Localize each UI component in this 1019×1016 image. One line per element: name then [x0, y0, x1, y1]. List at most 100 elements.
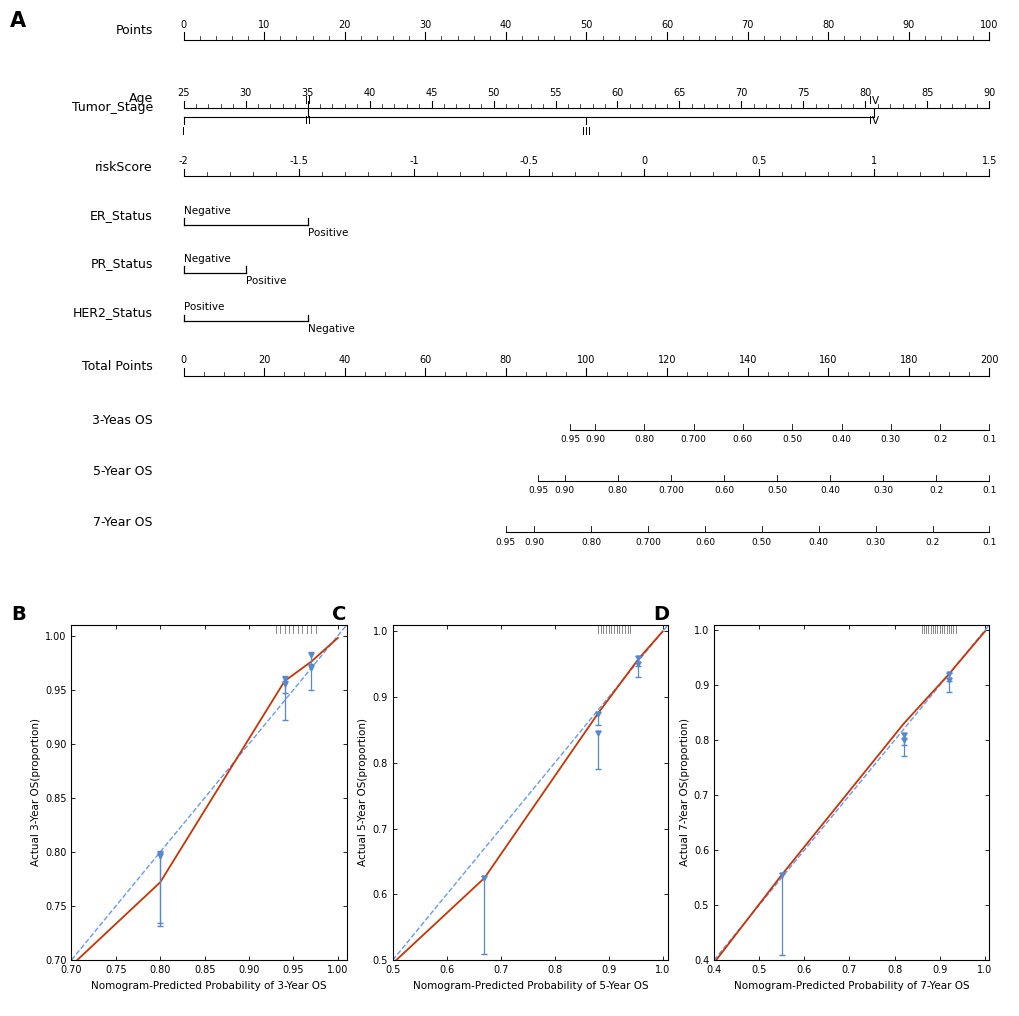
- Text: 0.1: 0.1: [981, 537, 996, 547]
- X-axis label: Nomogram-Predicted Probability of 7-Year OS: Nomogram-Predicted Probability of 7-Year…: [733, 980, 969, 991]
- Text: Positive: Positive: [246, 276, 285, 285]
- Y-axis label: Actual 5-Year OS(proportion): Actual 5-Year OS(proportion): [358, 718, 368, 867]
- Text: 0.50: 0.50: [766, 487, 787, 496]
- Text: 0.1: 0.1: [981, 435, 996, 444]
- Text: Negative: Negative: [308, 324, 354, 334]
- Text: 5-Year OS: 5-Year OS: [94, 465, 153, 478]
- Text: 20: 20: [258, 356, 270, 366]
- Text: 40: 40: [338, 356, 351, 366]
- Text: 0.90: 0.90: [584, 435, 604, 444]
- Text: ER_Status: ER_Status: [90, 209, 153, 221]
- Text: riskScore: riskScore: [96, 161, 153, 174]
- Text: 0: 0: [640, 156, 646, 167]
- Text: II: II: [305, 116, 311, 126]
- Text: 70: 70: [735, 87, 747, 98]
- Text: B: B: [11, 605, 25, 624]
- Text: 0.90: 0.90: [524, 537, 544, 547]
- Text: 50: 50: [580, 19, 592, 29]
- Text: 140: 140: [738, 356, 756, 366]
- Text: 0.60: 0.60: [732, 435, 752, 444]
- X-axis label: Nomogram-Predicted Probability of 5-Year OS: Nomogram-Predicted Probability of 5-Year…: [412, 980, 648, 991]
- Text: 80: 80: [499, 356, 512, 366]
- Text: 60: 60: [610, 87, 623, 98]
- Text: 10: 10: [258, 19, 270, 29]
- Text: 200: 200: [979, 356, 998, 366]
- Text: C: C: [332, 605, 346, 624]
- Text: Age: Age: [128, 92, 153, 106]
- Text: -1: -1: [409, 156, 418, 167]
- Text: 0.80: 0.80: [607, 487, 628, 496]
- Text: 0.1: 0.1: [981, 487, 996, 496]
- Text: 45: 45: [425, 87, 437, 98]
- Text: 35: 35: [301, 87, 314, 98]
- Text: I: I: [182, 127, 184, 137]
- Text: 80: 80: [821, 19, 834, 29]
- Text: 0.50: 0.50: [751, 537, 771, 547]
- Text: 0.95: 0.95: [528, 487, 547, 496]
- Text: 0.2: 0.2: [924, 537, 938, 547]
- Text: 100: 100: [577, 356, 595, 366]
- Text: 30: 30: [239, 87, 252, 98]
- Text: 60: 60: [660, 19, 673, 29]
- Text: 120: 120: [657, 356, 676, 366]
- Text: Positive: Positive: [183, 303, 224, 312]
- Text: 85: 85: [920, 87, 932, 98]
- Y-axis label: Actual 3-Year OS(proportion): Actual 3-Year OS(proportion): [31, 718, 41, 867]
- Text: Negative: Negative: [183, 205, 230, 215]
- Text: 0: 0: [180, 19, 186, 29]
- Text: IV: IV: [868, 116, 878, 126]
- Text: -0.5: -0.5: [519, 156, 538, 167]
- X-axis label: Nomogram-Predicted Probability of 3-Year OS: Nomogram-Predicted Probability of 3-Year…: [91, 980, 327, 991]
- Text: Tumor_Stage: Tumor_Stage: [71, 101, 153, 114]
- Text: 80: 80: [858, 87, 870, 98]
- Text: 0.2: 0.2: [932, 435, 947, 444]
- Text: 60: 60: [419, 356, 431, 366]
- Text: 180: 180: [899, 356, 917, 366]
- Text: Total Points: Total Points: [83, 360, 153, 373]
- Text: III: III: [582, 127, 590, 137]
- Text: 25: 25: [177, 87, 190, 98]
- Text: 50: 50: [487, 87, 499, 98]
- Text: 40: 40: [499, 19, 512, 29]
- Text: 65: 65: [673, 87, 685, 98]
- Text: -1.5: -1.5: [289, 156, 308, 167]
- Text: 55: 55: [548, 87, 561, 98]
- Text: 0.60: 0.60: [713, 487, 734, 496]
- Text: 0.700: 0.700: [680, 435, 706, 444]
- Text: 1.5: 1.5: [980, 156, 997, 167]
- Text: 0.40: 0.40: [830, 435, 851, 444]
- Text: Negative: Negative: [183, 254, 230, 264]
- Text: 0.700: 0.700: [635, 537, 660, 547]
- Text: 0: 0: [180, 356, 186, 366]
- Text: 0.80: 0.80: [581, 537, 601, 547]
- Text: 70: 70: [741, 19, 753, 29]
- Text: 1: 1: [870, 156, 876, 167]
- Text: Positive: Positive: [308, 228, 347, 238]
- Text: 0.95: 0.95: [559, 435, 580, 444]
- Text: 0.30: 0.30: [865, 537, 884, 547]
- Text: Points: Points: [115, 24, 153, 37]
- Text: IV: IV: [868, 97, 878, 107]
- Text: 0.40: 0.40: [808, 537, 828, 547]
- Text: 0.40: 0.40: [819, 487, 840, 496]
- Text: 100: 100: [979, 19, 998, 29]
- Text: 0.30: 0.30: [872, 487, 893, 496]
- Text: -2: -2: [178, 156, 189, 167]
- Text: II: II: [305, 97, 311, 107]
- Text: 90: 90: [982, 87, 995, 98]
- Text: 7-Year OS: 7-Year OS: [94, 516, 153, 529]
- Text: 0.700: 0.700: [657, 487, 683, 496]
- Text: 75: 75: [797, 87, 809, 98]
- Text: 0.30: 0.30: [879, 435, 900, 444]
- Text: 160: 160: [818, 356, 837, 366]
- Text: 0.60: 0.60: [694, 537, 714, 547]
- Text: A: A: [10, 11, 26, 31]
- Text: 20: 20: [338, 19, 351, 29]
- Text: 90: 90: [902, 19, 914, 29]
- Text: PR_Status: PR_Status: [91, 257, 153, 270]
- Text: 40: 40: [363, 87, 375, 98]
- Y-axis label: Actual 7-Year OS(proportion): Actual 7-Year OS(proportion): [679, 718, 689, 867]
- Text: 0.95: 0.95: [495, 537, 516, 547]
- Text: 0.50: 0.50: [782, 435, 802, 444]
- Text: 0.90: 0.90: [554, 487, 574, 496]
